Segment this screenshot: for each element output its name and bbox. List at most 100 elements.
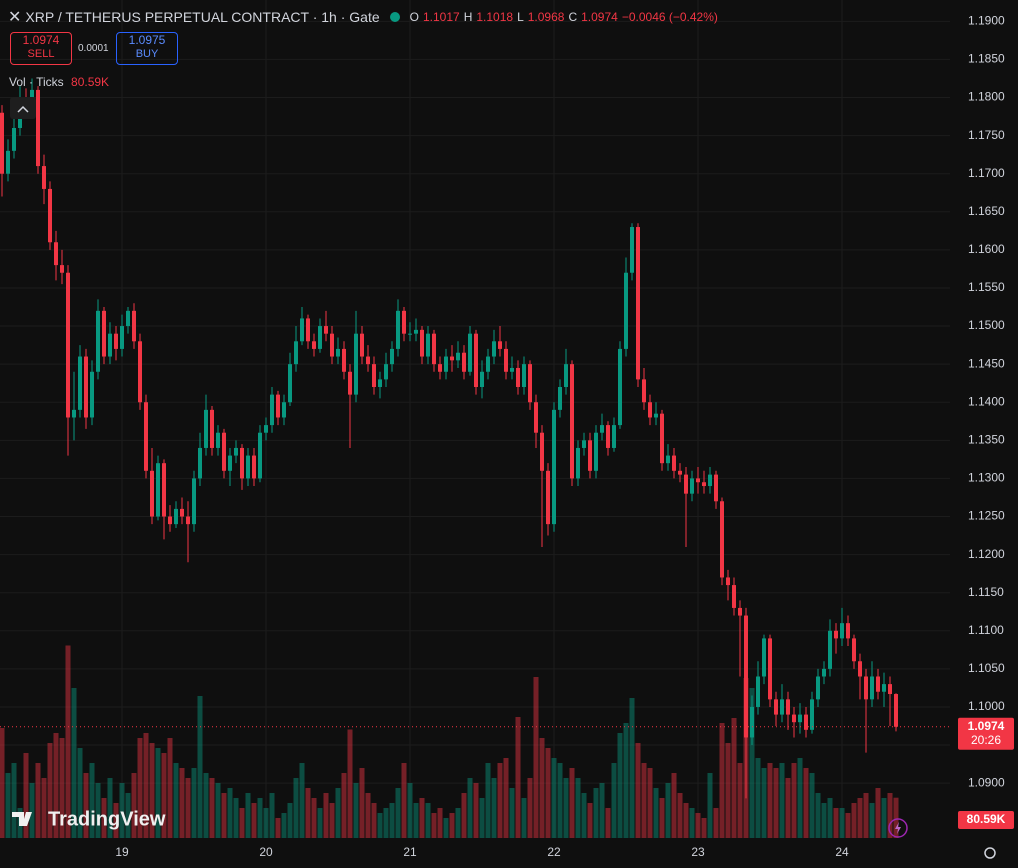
- candle-body: [870, 676, 874, 700]
- settings-button[interactable]: [984, 847, 996, 859]
- volume-bar: [485, 763, 491, 838]
- volume-bar: [479, 798, 485, 838]
- candle-body: [846, 623, 850, 639]
- x-tick-label: 20: [259, 845, 273, 859]
- volume-bar: [653, 788, 659, 838]
- candle-body: [516, 367, 520, 388]
- candle-body: [282, 402, 286, 418]
- candle-body: [306, 318, 310, 342]
- candle-body: [156, 463, 160, 517]
- volume-bar: [95, 783, 101, 838]
- watermark-logo: [12, 812, 32, 826]
- candle-body: [636, 227, 640, 380]
- volume-bar: [575, 778, 581, 838]
- volume-bar: [869, 803, 875, 838]
- collapse-button[interactable]: [10, 97, 36, 119]
- volume-bar: [251, 803, 257, 838]
- volume-bar: [863, 793, 869, 838]
- candle-body: [408, 333, 412, 335]
- candle-body: [582, 440, 586, 448]
- buy-button[interactable]: 1.0975 BUY: [116, 32, 178, 65]
- volume-bar: [473, 783, 479, 838]
- volume-bar: [347, 729, 353, 838]
- candle-body: [840, 623, 844, 639]
- volume-bar: [203, 773, 209, 838]
- candle-body: [90, 371, 94, 418]
- volume-bar: [719, 723, 725, 838]
- volume-bar: [677, 793, 683, 838]
- candle-body: [54, 242, 58, 266]
- volume-bar: [779, 763, 785, 838]
- candle-body: [258, 432, 262, 479]
- spread: 0.0001: [78, 43, 109, 54]
- candle-body: [414, 329, 418, 334]
- candle-body: [522, 364, 526, 388]
- candle-body: [606, 425, 610, 448]
- candle-body: [288, 364, 292, 403]
- y-tick-label: 1.1550: [968, 280, 1005, 294]
- price-change: −0.0046 (−0.42%): [621, 10, 718, 24]
- volume-bar: [713, 808, 719, 838]
- candle-body: [432, 333, 436, 365]
- candle-body: [786, 699, 790, 715]
- volume-bar: [197, 696, 203, 838]
- candle-body: [498, 341, 502, 349]
- volume-badge: [958, 811, 1014, 829]
- candle-body: [642, 379, 646, 403]
- volume-bar: [209, 778, 215, 838]
- candle-body: [738, 607, 742, 616]
- candle-body: [744, 615, 748, 738]
- alert-button[interactable]: [888, 818, 908, 838]
- volume-bar: [41, 778, 47, 838]
- candle-body: [102, 310, 106, 357]
- candle-body: [312, 341, 316, 349]
- candle-body: [480, 371, 484, 388]
- sell-label: SELL: [27, 48, 55, 60]
- candle-body: [468, 333, 472, 372]
- volume-bar: [335, 788, 341, 838]
- volume-bar: [707, 773, 713, 838]
- volume-bar: [191, 768, 197, 838]
- candle-body: [762, 638, 766, 677]
- volume-bar: [563, 778, 569, 838]
- candle-body: [240, 447, 244, 479]
- volume-bar: [527, 778, 533, 838]
- volume-bar: [101, 798, 107, 838]
- volume-bar: [215, 783, 221, 838]
- volume-bar: [227, 788, 233, 838]
- candle-body: [318, 326, 322, 349]
- volume-bar: [497, 763, 503, 838]
- status-dot: [389, 12, 400, 22]
- sell-button[interactable]: 1.0974 SELL: [10, 32, 72, 65]
- candle-body: [126, 310, 130, 327]
- candle-body: [168, 516, 172, 525]
- volume-bar: [407, 783, 413, 838]
- volume-bar: [65, 645, 71, 838]
- candle-body: [894, 694, 898, 727]
- volume-bar: [593, 788, 599, 838]
- ohlc-label: H: [463, 10, 473, 24]
- candle-body: [714, 474, 718, 502]
- candle-body: [150, 470, 154, 517]
- volume-bar: [773, 768, 779, 838]
- volume-bar: [125, 793, 131, 838]
- volume-bar: [893, 797, 899, 838]
- candle-body: [420, 329, 424, 357]
- candle-body: [174, 508, 178, 525]
- volume-bar: [431, 813, 437, 838]
- volume-bar: [491, 778, 497, 838]
- volume-bar: [323, 793, 329, 838]
- close-icon[interactable]: ✕: [8, 9, 22, 26]
- volume-bar: [107, 778, 113, 838]
- candle-body: [72, 409, 76, 418]
- candle-body: [456, 352, 460, 361]
- volume-bar: [311, 798, 317, 838]
- candle-body: [492, 341, 496, 357]
- candle-pane: [0, 78, 898, 799]
- candle-body: [390, 348, 394, 365]
- volume-bar: [785, 778, 791, 838]
- volume-bar: [875, 788, 881, 838]
- candle-body: [138, 341, 142, 403]
- candle-body: [672, 455, 676, 471]
- candle-body: [474, 333, 478, 388]
